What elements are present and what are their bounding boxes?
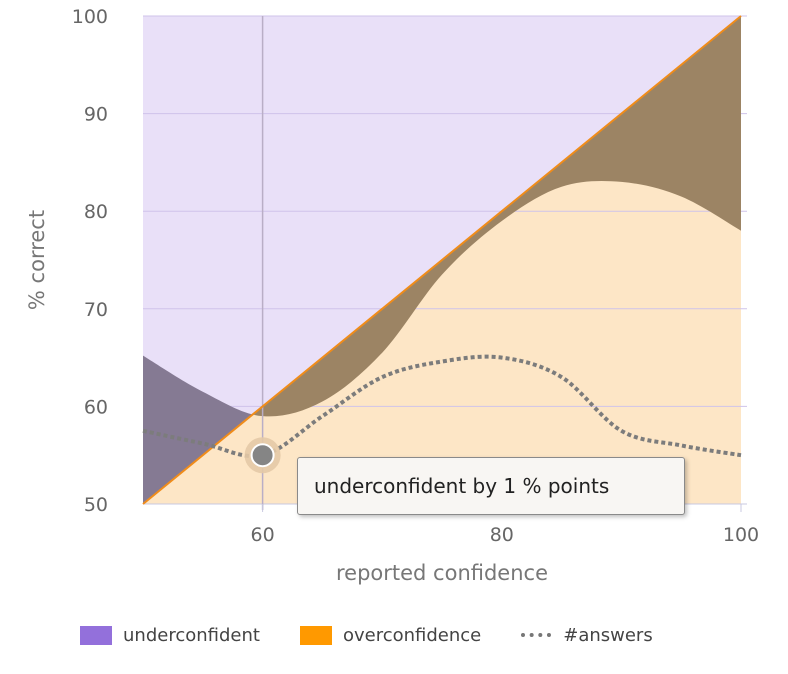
x-tick-label: 100 — [723, 524, 759, 546]
perfect-calibration-line — [142, 15, 742, 505]
legend-item-underconfident[interactable]: underconfident — [80, 625, 260, 646]
y-tick-label: 50 — [84, 494, 108, 516]
legend-swatch-overconfidence — [299, 625, 332, 645]
y-tick-label: 70 — [84, 299, 108, 321]
x-tick-label: 60 — [251, 524, 275, 546]
legend-swatch-underconfident — [80, 625, 112, 645]
legend: underconfident overconfidence #answers — [80, 622, 693, 648]
y-tick-label: 100 — [72, 6, 108, 28]
tooltip: underconfident by 1 % points — [297, 457, 685, 515]
y-tick-label: 90 — [84, 104, 108, 126]
legend-item-overconfidence[interactable]: overconfidence — [299, 624, 482, 646]
legend-item-answers[interactable]: #answers — [521, 624, 653, 646]
legend-label-overconfidence: overconfidence — [342, 624, 482, 646]
x-tick-label: 80 — [490, 524, 514, 546]
y-tick-label: 60 — [84, 396, 108, 418]
y-tick-label: 80 — [84, 201, 108, 223]
y-axis-title: % correct — [25, 210, 49, 310]
legend-label-answers: #answers — [563, 624, 653, 646]
legend-swatch-answers — [521, 633, 552, 637]
highlight-marker — [250, 443, 275, 468]
legend-label-underconfident: underconfident — [123, 624, 260, 646]
x-axis-title: reported confidence — [336, 561, 548, 585]
tooltip-text: underconfident by 1 % points — [314, 474, 610, 498]
